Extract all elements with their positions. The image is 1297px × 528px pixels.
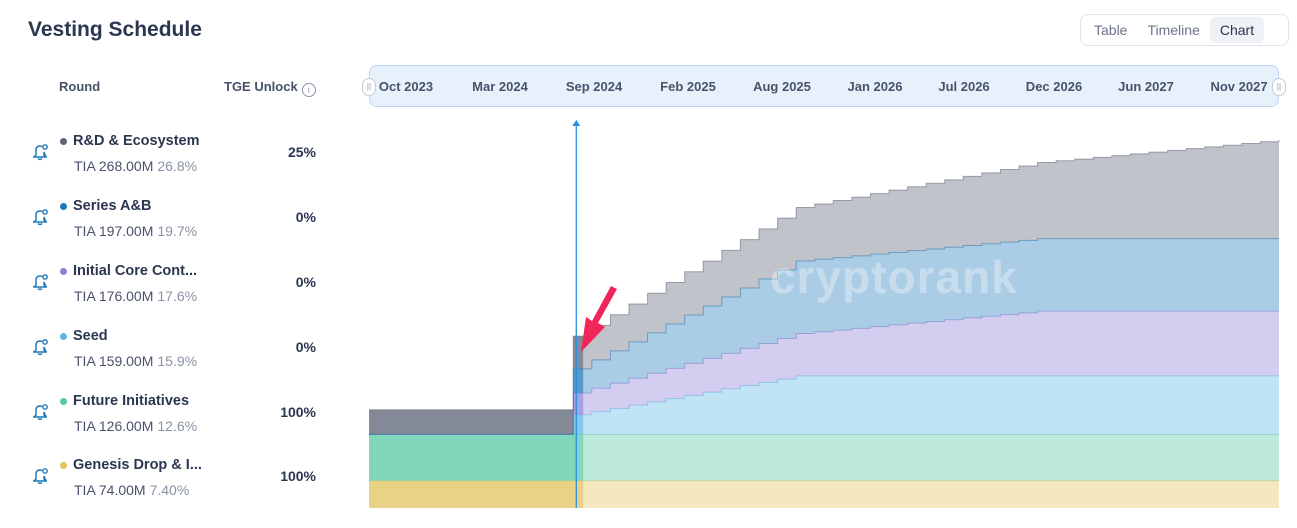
round-tge-unlock: 100% xyxy=(280,404,316,420)
area-series xyxy=(583,375,1279,435)
view-chart-button[interactable]: Chart xyxy=(1209,17,1265,43)
view-toggle: Table Timeline Chart xyxy=(1080,14,1289,46)
series-color-dot xyxy=(60,138,67,145)
info-icon[interactable]: i xyxy=(301,83,316,97)
round-amount: TIA 74.00M 7.40% xyxy=(74,482,189,498)
series-color-dot xyxy=(60,203,67,210)
round-percent: 7.40% xyxy=(149,482,190,498)
round-column-header: Round xyxy=(59,79,101,94)
bell-icon[interactable] xyxy=(30,272,50,292)
range-end-handle[interactable]: || xyxy=(1272,78,1286,96)
x-tick-label: Oct 2023 xyxy=(378,79,434,94)
tge-column-header: TGE Unlock i xyxy=(224,79,316,97)
series-color-dot xyxy=(60,398,67,405)
round-name: Series A&B xyxy=(73,198,152,214)
round-percent: 15.9% xyxy=(157,353,198,369)
view-table-button[interactable]: Table xyxy=(1094,22,1128,38)
round-amount: TIA 268.00M 26.8% xyxy=(74,158,197,174)
round-row-series-ab[interactable]: Series A&B TIA 197.00M 19.7% 0% xyxy=(0,183,340,247)
round-amount-value: TIA 74.00M xyxy=(74,482,146,498)
x-tick-label: Sep 2024 xyxy=(565,79,623,94)
bell-icon[interactable] xyxy=(30,207,50,227)
round-row-initial-core[interactable]: Initial Core Cont... TIA 176.00M 17.6% 0% xyxy=(0,248,340,312)
view-timeline-button[interactable]: Timeline xyxy=(1147,22,1200,38)
round-amount: TIA 197.00M 19.7% xyxy=(74,223,197,239)
area-series xyxy=(583,238,1279,394)
series-color-dot xyxy=(60,268,67,275)
round-tge-unlock: 0% xyxy=(295,339,316,355)
pointer-arrow-icon xyxy=(581,286,617,352)
round-tge-unlock: 25% xyxy=(287,144,316,160)
x-tick-label: Jun 2027 xyxy=(1118,79,1174,94)
round-amount-value: TIA 176.00M xyxy=(74,288,154,304)
round-row-rnd-ecosystem[interactable]: R&D & Ecosystem TIA 268.00M 26.8% 25% xyxy=(0,118,340,182)
x-tick-label: Jan 2026 xyxy=(847,79,903,94)
area-series xyxy=(369,480,584,508)
round-amount: TIA 176.00M 17.6% xyxy=(74,288,197,304)
x-tick-label: Aug 2025 xyxy=(753,79,811,94)
round-name: Seed xyxy=(73,328,108,344)
tge-header-label: TGE Unlock xyxy=(224,79,298,94)
bell-icon[interactable] xyxy=(30,142,50,162)
round-percent: 12.6% xyxy=(157,418,198,434)
round-name: Future Initiatives xyxy=(73,393,190,409)
current-date-marker-head xyxy=(572,120,581,126)
round-tge-unlock: 0% xyxy=(295,274,316,290)
x-tick-label: Feb 2025 xyxy=(660,79,716,94)
round-amount-value: TIA 126.00M xyxy=(74,418,154,434)
round-amount-value: TIA 159.00M xyxy=(74,353,154,369)
round-percent: 17.6% xyxy=(157,288,198,304)
round-name: Genesis Drop & I... xyxy=(73,457,202,473)
round-percent: 19.7% xyxy=(157,223,198,239)
series-color-dot xyxy=(60,333,67,340)
bell-icon[interactable] xyxy=(30,402,50,422)
round-tge-unlock: 0% xyxy=(295,209,316,225)
round-name: R&D & Ecosystem xyxy=(73,133,200,149)
series-line xyxy=(369,140,1280,411)
round-amount-value: TIA 268.00M xyxy=(74,158,154,174)
round-amount: TIA 159.00M 15.9% xyxy=(74,353,197,369)
timeline-range-selector[interactable]: || || Oct 2023 Mar 2024 Sep 2024 Feb 202… xyxy=(362,65,1286,107)
round-amount-value: TIA 197.00M xyxy=(74,223,154,239)
area-series xyxy=(583,480,1279,508)
round-percent: 26.8% xyxy=(157,158,198,174)
x-tick-label: Mar 2024 xyxy=(472,79,528,94)
bell-icon[interactable] xyxy=(30,466,50,486)
area-series xyxy=(369,434,584,481)
area-series xyxy=(583,140,1279,369)
round-name: Initial Core Cont... xyxy=(73,263,198,279)
area-series xyxy=(583,311,1279,415)
x-tick-label: Nov 2027 xyxy=(1210,79,1268,94)
bell-icon[interactable] xyxy=(30,337,50,357)
round-row-future-initiatives[interactable]: Future Initiatives TIA 126.00M 12.6% 100% xyxy=(0,378,340,442)
range-start-handle[interactable]: || xyxy=(362,78,376,96)
area-series xyxy=(583,434,1279,481)
round-row-genesis-drop[interactable]: Genesis Drop & I... TIA 74.00M 7.40% 100% xyxy=(0,442,340,506)
page-title: Vesting Schedule xyxy=(28,18,202,41)
x-tick-label: Jul 2026 xyxy=(938,79,990,94)
series-color-dot xyxy=(60,462,67,469)
round-tge-unlock: 100% xyxy=(280,468,316,484)
round-row-seed[interactable]: Seed TIA 159.00M 15.9% 0% xyxy=(0,313,340,377)
x-tick-label: Dec 2026 xyxy=(1025,79,1083,94)
watermark: cryptorank xyxy=(770,251,1018,303)
round-amount: TIA 126.00M 12.6% xyxy=(74,418,197,434)
